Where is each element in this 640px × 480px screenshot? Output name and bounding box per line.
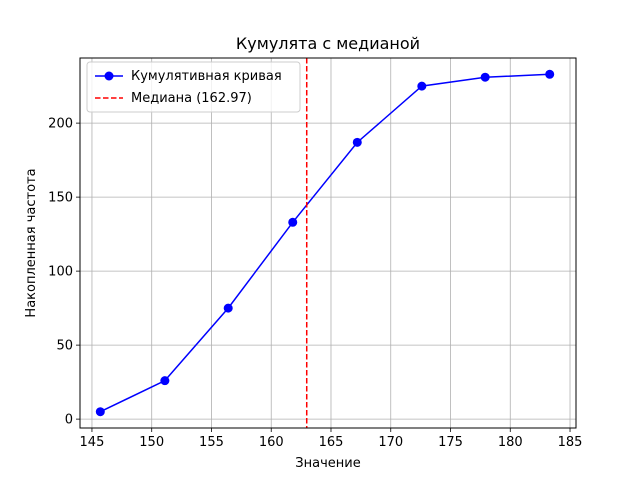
y-tick-label: 100 bbox=[48, 265, 73, 280]
x-axis-label: Значение bbox=[295, 456, 360, 471]
legend-series-marker bbox=[104, 71, 114, 81]
y-tick-label: 50 bbox=[56, 339, 73, 354]
cumulative-curve-point bbox=[288, 217, 298, 227]
x-tick-label: 185 bbox=[558, 435, 583, 450]
cumulative-curve-point bbox=[223, 303, 233, 313]
x-tick-label: 150 bbox=[139, 435, 164, 450]
y-tick-label: 150 bbox=[48, 191, 73, 206]
legend-series-label: Кумулятивная кривая bbox=[131, 69, 282, 84]
cumulative-curve-point bbox=[160, 376, 170, 386]
plot-frame bbox=[79, 57, 577, 429]
y-axis: 0 50 100 150 200 bbox=[48, 117, 80, 428]
cumulative-curve-point bbox=[95, 407, 105, 417]
x-tick-label: 180 bbox=[498, 435, 523, 450]
cumulative-curve-point bbox=[480, 72, 490, 82]
x-tick-label: 145 bbox=[80, 435, 105, 450]
x-axis: 145 150 155 160 165 170 175 180 185 bbox=[80, 428, 583, 450]
y-tick-label: 0 bbox=[65, 413, 73, 428]
x-tick-label: 175 bbox=[438, 435, 463, 450]
x-tick-label: 170 bbox=[378, 435, 403, 450]
cumulative-curve-line bbox=[99, 73, 550, 413]
cumulative-curve-point bbox=[352, 137, 362, 147]
x-tick-label: 155 bbox=[199, 435, 224, 450]
grid bbox=[80, 58, 576, 428]
plot-area bbox=[95, 58, 555, 428]
x-tick-label: 160 bbox=[259, 435, 284, 450]
legend-median-label: Медиана (162.97) bbox=[131, 91, 252, 106]
y-tick-label: 200 bbox=[48, 117, 73, 132]
y-axis-label: Накопленная частота bbox=[24, 168, 39, 317]
legend: Кумулятивная кривая Медиана (162.97) bbox=[86, 61, 301, 113]
legend-box bbox=[86, 61, 301, 113]
chart-title: Кумулята с медианой bbox=[236, 34, 420, 53]
cumulative-curve-point bbox=[545, 69, 555, 79]
cumulative-curve-point bbox=[417, 81, 427, 91]
x-tick-label: 165 bbox=[319, 435, 344, 450]
